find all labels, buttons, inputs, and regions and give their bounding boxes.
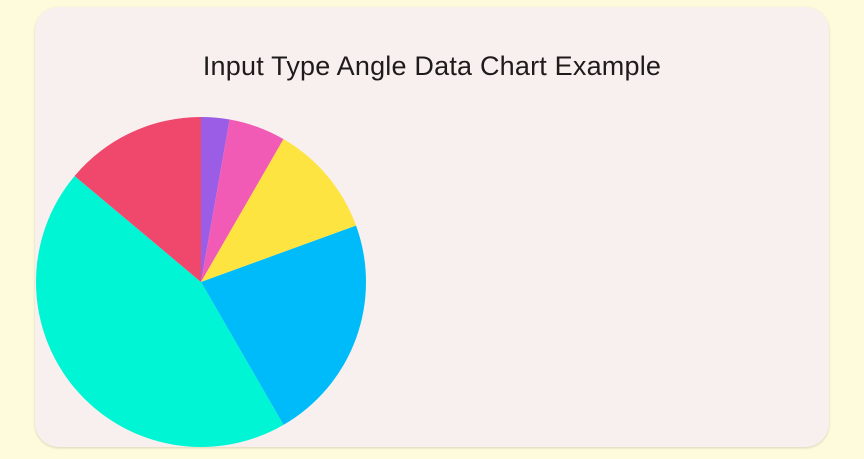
pie-slice-3[interactable] xyxy=(201,139,357,282)
pie-chart xyxy=(36,116,366,447)
pie-slice-2[interactable] xyxy=(201,119,284,282)
chart-card: Input Type Angle Data Chart Example xyxy=(35,7,829,447)
chart-title: Input Type Angle Data Chart Example xyxy=(202,51,662,81)
pie-slice-5[interactable] xyxy=(36,175,284,447)
pie-slice-1[interactable] xyxy=(201,117,230,282)
pie-slice-4[interactable] xyxy=(201,225,366,425)
pie-slice-6[interactable] xyxy=(74,116,201,282)
